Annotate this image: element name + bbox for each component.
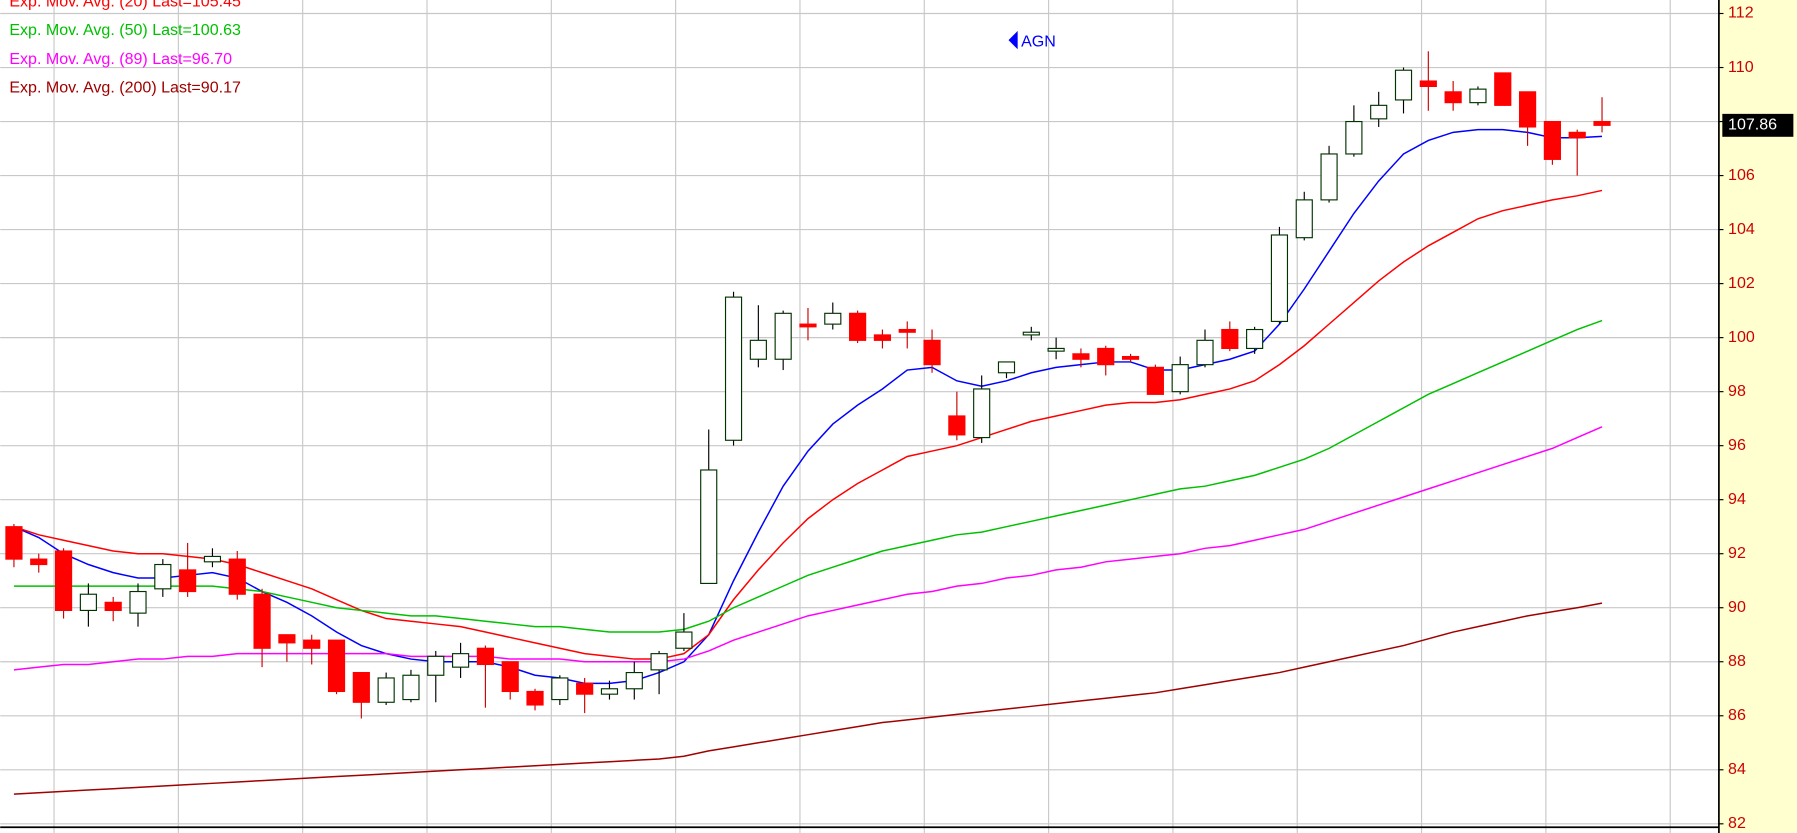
candle-body (327, 639, 346, 693)
candle-body (774, 312, 792, 360)
vertical-grid (53, 0, 1671, 833)
y-tick-label: 106 (1728, 166, 1755, 184)
candle-body (749, 339, 767, 360)
candle-body (1394, 69, 1413, 101)
candle-body (253, 593, 271, 649)
moving-average-line (13, 128, 1603, 685)
candle-body (303, 639, 321, 649)
candle-body (1171, 364, 1189, 393)
candle-body (526, 690, 544, 706)
candle-body (1221, 328, 1239, 350)
y-tick-label: 102 (1728, 274, 1755, 292)
y-tick-label: 90 (1728, 598, 1746, 616)
y-tick-label: 112 (1728, 4, 1754, 22)
candle-body (1370, 104, 1388, 120)
y-tick-label: 86 (1728, 706, 1746, 724)
candle-body (228, 558, 246, 595)
candle-body (1444, 91, 1462, 104)
legend-entry: Exp. Mov. Avg. (200) Last=90.17 (9, 78, 241, 96)
y-tick-label: 104 (1728, 220, 1755, 238)
candle-body (948, 415, 966, 436)
candle-body (1345, 120, 1363, 155)
candle-body (427, 655, 445, 676)
candle-body (1320, 153, 1338, 201)
candle-body (600, 688, 619, 695)
candle-body (898, 328, 916, 333)
candle-body (1246, 328, 1264, 350)
candle-body (1072, 353, 1090, 360)
annotation: AGN (1021, 33, 1056, 51)
annotation-arrow (1008, 30, 1018, 50)
candle-body (700, 469, 718, 584)
candle-body (1270, 234, 1289, 322)
candle-body (973, 388, 991, 439)
last-price-label: 107.86 (1728, 116, 1777, 134)
candle-body (1097, 347, 1115, 366)
legend-entry: Exp. Mov. Avg. (50) Last=100.63 (9, 21, 241, 39)
y-tick-label: 94 (1728, 490, 1746, 508)
candle-body (1568, 131, 1586, 139)
candle-body (1121, 355, 1140, 360)
moving-average-line (13, 189, 1603, 660)
candle-body (1047, 347, 1065, 352)
candle-body (179, 569, 197, 593)
candle-body (1494, 72, 1512, 106)
candle-body (402, 674, 420, 701)
candle-body (5, 526, 23, 560)
candle-body (799, 323, 817, 328)
y-tick-label: 98 (1728, 382, 1746, 400)
candle-body (551, 677, 569, 701)
legend-entry: Exp. Mov. Avg. (20) Last=105.45 (9, 0, 241, 11)
legend-entry: Exp. Mov. Avg. (89) Last=96.70 (9, 50, 232, 68)
candle-body (203, 555, 222, 563)
candle-body (79, 593, 97, 612)
candle-body (824, 312, 842, 325)
candle-body (873, 334, 892, 341)
y-tick-label: 88 (1728, 652, 1746, 670)
candle-body (1196, 339, 1214, 366)
axis-background (1718, 0, 1797, 833)
candle-body (129, 590, 147, 614)
moving-average-line (13, 426, 1603, 671)
candle-body (1419, 80, 1437, 88)
last-price-box (1722, 113, 1794, 137)
moving-average-line (13, 319, 1603, 633)
plot-background (0, 0, 1719, 833)
candle-body (1543, 120, 1561, 160)
candle-body (352, 671, 370, 703)
y-tick-label: 84 (1728, 760, 1746, 778)
candle-body (1469, 88, 1487, 104)
candle-body (278, 634, 296, 644)
candle-body (1146, 366, 1164, 395)
y-tick-label: 100 (1728, 328, 1755, 346)
candle-body (650, 653, 668, 671)
moving-average-line (13, 602, 1603, 795)
candle-body (849, 312, 867, 341)
candle-body (576, 682, 594, 695)
y-tick-label: 96 (1728, 436, 1746, 454)
candle-body (1295, 199, 1313, 239)
candle-body (30, 558, 48, 566)
candle-body (675, 631, 693, 649)
y-tick-label: 92 (1728, 544, 1746, 562)
candle-body (476, 647, 494, 666)
y-tick-label: 110 (1728, 58, 1754, 76)
y-tick-label: 82 (1728, 814, 1746, 832)
candle-body (54, 550, 73, 612)
candle-body (501, 661, 519, 693)
candle-body (923, 339, 941, 366)
candle-body (451, 653, 470, 668)
candle-body (154, 563, 172, 590)
candle-body (1022, 331, 1040, 336)
candle-body (377, 677, 395, 703)
candle-body (1593, 120, 1611, 126)
candle-body (1518, 91, 1537, 128)
candle-body (104, 601, 122, 612)
candle-body (625, 671, 643, 690)
candle-body (997, 361, 1016, 374)
candle-body (724, 296, 743, 441)
